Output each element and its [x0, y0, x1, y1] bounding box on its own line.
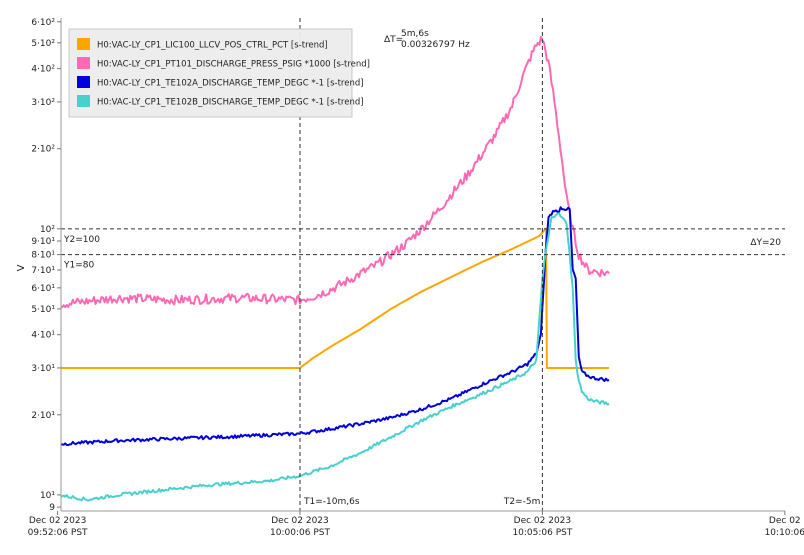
y-tick-label: 10¹	[40, 491, 55, 501]
series-line-2	[61, 35, 610, 309]
y-tick-label: 7·10¹	[31, 266, 55, 276]
legend-swatch-3	[77, 76, 90, 88]
x-tick-date: Dec 02 2023	[514, 516, 572, 526]
legend-box	[68, 28, 353, 118]
x-tick-time: 09:52:06 PST	[28, 528, 88, 538]
delta-y-label: ΔY=20	[750, 238, 781, 248]
x-tick-time: 10:10:06	[765, 528, 804, 538]
cursor-y2-label: Y2=100	[63, 235, 100, 245]
y-tick-label: 5·10¹	[31, 305, 55, 315]
y-tick-label: 3·10¹	[31, 364, 55, 374]
legend-swatch-1	[77, 38, 90, 50]
y-tick-label: 4·10²	[31, 65, 55, 75]
y-tick-label: 5·10²	[31, 39, 55, 49]
y-axis-label: V	[16, 264, 27, 271]
y-tick-label: 8·10¹	[31, 251, 55, 261]
y-tick-label: 2·10¹	[31, 411, 55, 421]
legend-swatch-2	[77, 57, 90, 69]
y-tick-label: 6·10²	[31, 18, 55, 28]
series-line-3	[61, 206, 610, 447]
y-tick-label: 2·10²	[31, 145, 55, 155]
legend-swatch-4	[77, 95, 90, 107]
y-tick-label: 10²	[40, 225, 55, 235]
y-tick-label: 6·10¹	[31, 284, 55, 294]
delta-t-value: 5m,6s	[401, 29, 429, 39]
delta-t-frequency: 0.00326797 Hz	[401, 40, 470, 50]
series-line-1	[61, 227, 610, 369]
x-tick-time: 10:00:06 PST	[270, 528, 330, 538]
y-tick-label: 3·10²	[31, 98, 55, 108]
x-tick-date: Dec 02 2023	[271, 516, 329, 526]
x-tick-time: 10:05:06 PST	[512, 528, 572, 538]
legend-entry-1: H0:VAC-LY_CP1_LIC100_LLCV_POS_CTRL_PCT […	[97, 41, 328, 51]
y-tick-label: 4·10¹	[31, 331, 55, 341]
legend-entry-2: H0:VAC-LY_CP1_PT101_DISCHARGE_PRESS_PSIG…	[97, 60, 370, 70]
delta-t-prefix: ΔT=	[384, 35, 403, 45]
cursor-y1-label: Y1=80	[63, 261, 94, 271]
legend-entry-4: H0:VAC-LY_CP1_TE102B_DISCHARGE_TEMP_DEGC…	[97, 98, 364, 108]
x-tick-date: Dec 02	[769, 516, 801, 526]
series-line-4	[61, 212, 610, 502]
cursor-t2-label: T2=-5m	[503, 497, 541, 507]
y-tick-label: 9	[49, 503, 55, 513]
x-tick-date: Dec 02 2023	[29, 516, 87, 526]
legend-entry-3: H0:VAC-LY_CP1_TE102A_DISCHARGE_TEMP_DEGC…	[97, 79, 364, 89]
cursor-t1-label: T1=-10m,6s	[303, 497, 360, 507]
y-tick-label: 9·10¹	[31, 237, 55, 247]
